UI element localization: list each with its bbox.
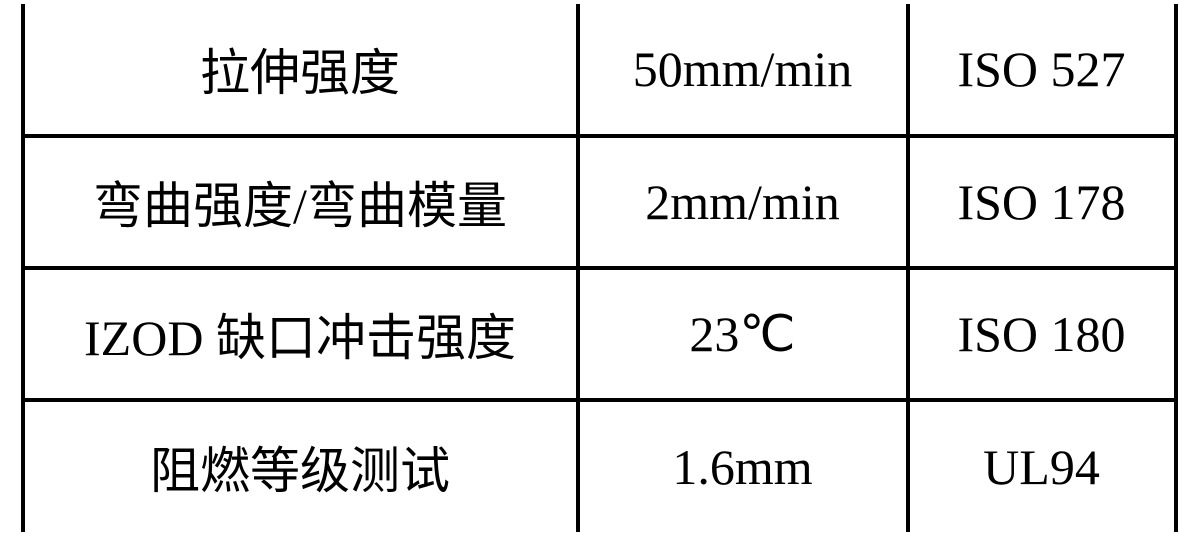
- table-container: 拉伸强度 50mm/min ISO 527 弯曲强度/弯曲模量 2mm/min …: [0, 0, 1198, 556]
- table-row: 弯曲强度/弯曲模量 2mm/min ISO 178: [23, 136, 1176, 268]
- cell-property: 弯曲强度/弯曲模量: [23, 136, 578, 268]
- cell-property: IZOD 缺口冲击强度: [23, 268, 578, 400]
- cell-standard: ISO 178: [908, 136, 1176, 268]
- cell-condition: 23℃: [578, 268, 908, 400]
- cell-condition: 50mm/min: [578, 4, 908, 136]
- cell-condition: 2mm/min: [578, 136, 908, 268]
- cell-condition: 1.6mm: [578, 400, 908, 532]
- cell-standard: UL94: [908, 400, 1176, 532]
- table-row: 拉伸强度 50mm/min ISO 527: [23, 4, 1176, 136]
- properties-table: 拉伸强度 50mm/min ISO 527 弯曲强度/弯曲模量 2mm/min …: [21, 4, 1178, 532]
- cell-standard: ISO 527: [908, 4, 1176, 136]
- cell-standard: ISO 180: [908, 268, 1176, 400]
- cell-property: 阻燃等级测试: [23, 400, 578, 532]
- table-row: 阻燃等级测试 1.6mm UL94: [23, 400, 1176, 532]
- table-row: IZOD 缺口冲击强度 23℃ ISO 180: [23, 268, 1176, 400]
- cell-property: 拉伸强度: [23, 4, 578, 136]
